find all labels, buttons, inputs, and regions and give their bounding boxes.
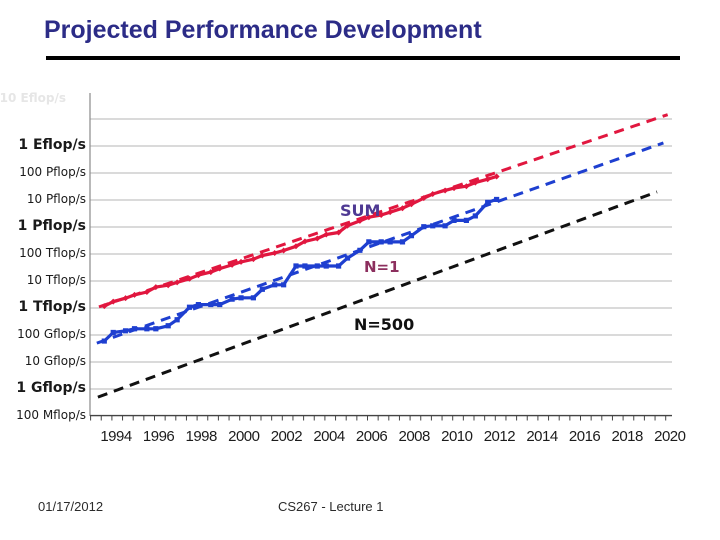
x-axis-label: 2002 bbox=[270, 428, 303, 445]
sum-markers bbox=[101, 173, 500, 310]
x-axis-label: 2000 bbox=[228, 428, 260, 445]
x-axis-label: 2006 bbox=[355, 428, 388, 445]
x-axis-label: 1994 bbox=[100, 428, 132, 445]
x-axis-label: 2016 bbox=[568, 428, 601, 445]
x-axis-label: 2012 bbox=[483, 428, 516, 445]
sum-series-label: SUM bbox=[340, 201, 381, 220]
n500-series-label: N=500 bbox=[354, 315, 415, 334]
y-axis-label: 100 Mflop/s bbox=[16, 408, 86, 422]
y-axis-label: 10 Tflop/s bbox=[26, 273, 86, 287]
y-axis-label: 100 Gflop/s bbox=[17, 327, 86, 341]
projection-dashed-lines bbox=[96, 113, 669, 399]
footer-lecture-title: CS267 - Lecture 1 bbox=[278, 499, 384, 514]
page-title: Projected Performance Development bbox=[44, 16, 482, 44]
x-axis-label: 1998 bbox=[185, 428, 218, 445]
x-axis-label: 2018 bbox=[611, 428, 644, 445]
y-axis-label: 10 Pflop/s bbox=[26, 192, 86, 206]
sum-dashed-line bbox=[98, 113, 669, 309]
y-axis-label: 1 Tflop/s bbox=[18, 299, 86, 315]
footer-date: 01/17/2012 bbox=[38, 499, 104, 514]
x-axis-label: 2010 bbox=[441, 428, 473, 445]
sum-line bbox=[103, 174, 498, 308]
title-underline bbox=[46, 56, 680, 60]
y-axis-label: 1 Gflop/s bbox=[16, 380, 86, 396]
y-axis-label: 100 Tflop/s bbox=[19, 246, 86, 260]
n500-dashed-line bbox=[97, 190, 658, 399]
n1-dashed-line bbox=[96, 141, 664, 345]
x-axis-label: 2020 bbox=[654, 428, 686, 445]
n1-series-label: N=1 bbox=[364, 258, 400, 276]
data-series-lines bbox=[101, 173, 500, 344]
x-axis-label: 2008 bbox=[398, 428, 431, 445]
y-axis-label: 100 Pflop/s bbox=[19, 165, 86, 179]
x-axis-label: 2014 bbox=[526, 428, 558, 445]
ghost-y-label: 10 Eflop/s bbox=[0, 91, 66, 105]
y-axis-label: 1 Pflop/s bbox=[17, 218, 86, 234]
x-axis-label: 2004 bbox=[313, 428, 345, 445]
x-axis bbox=[90, 414, 672, 421]
x-axis-label: 1996 bbox=[142, 428, 175, 445]
y-axis-label: 1 Eflop/s bbox=[18, 137, 86, 153]
y-axis-label: 10 Gflop/s bbox=[24, 354, 86, 368]
